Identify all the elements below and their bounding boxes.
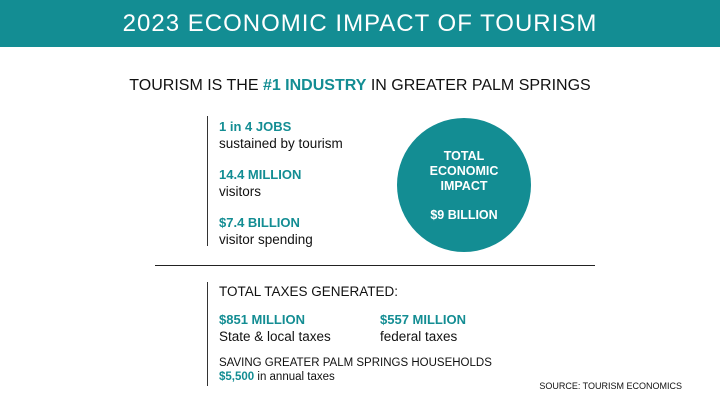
savings-suffix: in annual taxes	[254, 371, 335, 383]
tax-state-local: $851 MILLION State & local taxes	[219, 312, 331, 345]
stat-spending: $7.4 BILLION visitor spending	[219, 215, 313, 248]
savings-line: $5,500 in annual taxes	[219, 370, 492, 384]
tax-value: $851 MILLION	[219, 312, 305, 327]
tax-value: $557 MILLION	[380, 312, 466, 327]
impact-title: TOTAL ECONOMIC IMPACT	[429, 148, 499, 193]
section-divider	[155, 265, 595, 266]
headline-suffix: IN GREATER PALM SPRINGS	[366, 77, 591, 94]
title-banner: 2023 ECONOMIC IMPACT OF TOURISM	[0, 0, 720, 47]
savings-amount: $5,500	[219, 371, 255, 383]
taxes-divider	[207, 282, 208, 386]
stat-label: visitors	[219, 184, 262, 199]
economic-impact-circle: TOTAL ECONOMIC IMPACT $9 BILLION	[397, 118, 531, 252]
source-note: SOURCE: TOURISM ECONOMICS	[539, 381, 682, 391]
savings-heading: SAVING GREATER PALM SPRINGS HOUSEHOLDS	[219, 357, 492, 369]
tax-federal: $557 MILLION federal taxes	[380, 312, 466, 345]
stat-jobs: 1 in 4 JOBS sustained by tourism	[219, 119, 343, 152]
taxes-heading: TOTAL TAXES GENERATED:	[219, 284, 399, 299]
headline-prefix: TOURISM IS THE	[129, 77, 263, 94]
tax-label: federal taxes	[380, 329, 458, 344]
stat-value: 14.4 MILLION	[219, 167, 302, 182]
stats-divider	[207, 116, 208, 246]
headline: TOURISM IS THE #1 INDUSTRY IN GREATER PA…	[0, 77, 720, 95]
tax-label: State & local taxes	[219, 329, 331, 344]
stat-value: $7.4 BILLION	[219, 215, 300, 230]
stat-value: 1 in 4 JOBS	[219, 119, 292, 134]
page-title: 2023 ECONOMIC IMPACT OF TOURISM	[122, 9, 598, 37]
stat-label: visitor spending	[219, 232, 313, 247]
household-savings: SAVING GREATER PALM SPRINGS HOUSEHOLDS $…	[219, 356, 492, 384]
stat-visitors: 14.4 MILLION visitors	[219, 167, 301, 200]
stat-label: sustained by tourism	[219, 136, 343, 151]
impact-value: $9 BILLION	[430, 207, 498, 222]
headline-highlight: #1 INDUSTRY	[262, 77, 367, 94]
